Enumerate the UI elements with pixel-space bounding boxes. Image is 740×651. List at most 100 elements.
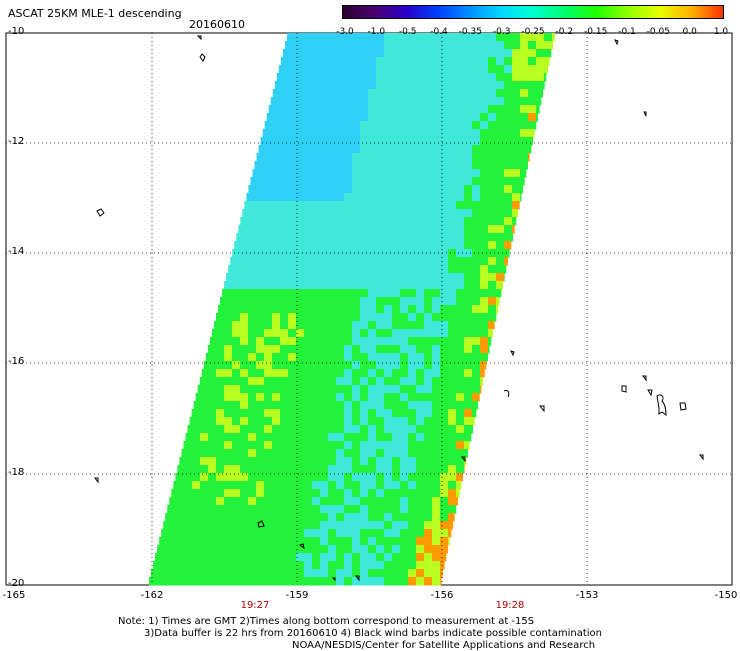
swath-cell — [336, 385, 345, 394]
swath-cell — [192, 577, 201, 586]
swath-cell — [280, 569, 289, 578]
swath-cell — [424, 169, 433, 178]
swath-cell — [408, 289, 417, 298]
swath-cell — [240, 401, 249, 410]
swath-cell — [408, 337, 417, 346]
swath-cell — [336, 145, 345, 154]
swath-cell — [432, 465, 441, 474]
swath-cell — [400, 281, 409, 290]
swath-cell — [416, 361, 425, 370]
swath-cell — [432, 473, 441, 482]
swath-cell — [464, 433, 472, 442]
swath-cell — [272, 305, 281, 314]
swath-cell — [288, 233, 297, 242]
swath-cell — [296, 497, 305, 506]
swath-cell — [296, 273, 305, 282]
swath-cell — [376, 193, 385, 202]
swath-cell — [272, 153, 281, 162]
swath-cell — [272, 433, 281, 442]
swath-cell — [376, 481, 385, 490]
swath-cell — [208, 537, 217, 546]
swath-cell — [280, 369, 289, 378]
swath-cell — [448, 361, 457, 370]
swath-cell — [400, 457, 409, 466]
swath-cell — [296, 441, 305, 450]
swath-cell — [272, 481, 281, 490]
swath-cell — [376, 401, 385, 410]
swath-cell — [296, 481, 305, 490]
swath-cell — [192, 465, 201, 474]
swath-cell — [304, 441, 313, 450]
swath-cell — [320, 121, 329, 130]
swath-cell — [264, 305, 273, 314]
colorbar-tick: -0.2 — [555, 27, 574, 37]
swath-cell — [368, 41, 377, 50]
swath-cell — [288, 529, 297, 538]
swath-cell — [440, 473, 449, 482]
swath-cell — [424, 433, 433, 442]
swath-cell — [528, 65, 537, 74]
swath-cell — [280, 433, 289, 442]
swath-cell — [456, 297, 465, 306]
swath-cell — [344, 97, 353, 106]
swath-cell — [304, 393, 313, 402]
swath-cell — [360, 425, 369, 434]
swath-cell — [368, 569, 377, 578]
swath-cell — [432, 545, 441, 554]
swath-cell — [392, 49, 401, 58]
swath-cell — [464, 369, 473, 378]
swath-cell — [400, 417, 409, 426]
swath-cell — [234, 241, 241, 250]
swath-cell — [312, 225, 321, 234]
swath-cell — [376, 433, 385, 442]
swath-cell — [416, 265, 425, 274]
swath-cell — [464, 241, 473, 250]
swath-cell — [296, 369, 305, 378]
swath-cell — [392, 105, 401, 114]
swath-cell — [456, 81, 465, 90]
swath-cell — [288, 305, 297, 314]
swath-cell — [248, 265, 257, 274]
swath-cell — [504, 97, 513, 106]
swath-cell — [400, 353, 409, 362]
swath-cell — [424, 89, 433, 98]
swath-cell — [328, 241, 337, 250]
swath-cell — [280, 457, 289, 466]
swath-cell — [432, 449, 441, 458]
swath-cell — [424, 385, 433, 394]
swath-cell — [424, 273, 433, 282]
swath-cell — [328, 177, 337, 186]
swath-cell — [464, 345, 473, 354]
swath-cell — [288, 369, 297, 378]
swath-cell — [296, 513, 305, 522]
swath-cell — [392, 321, 401, 330]
swath-cell — [256, 537, 265, 546]
swath-cell — [360, 281, 369, 290]
swath-cell — [408, 265, 417, 274]
swath-cell — [168, 553, 177, 562]
swath-cell — [424, 41, 433, 50]
island-outline — [257, 520, 265, 528]
swath-cell — [248, 201, 257, 210]
swath-cell — [304, 49, 313, 58]
swath-cell — [456, 33, 465, 42]
swath-cell — [352, 457, 361, 466]
swath-cell — [480, 281, 489, 290]
longitude-label: -162 — [140, 590, 164, 601]
swath-cell — [272, 137, 281, 146]
swath-cell — [280, 409, 289, 418]
swath-cell — [432, 529, 441, 538]
swath-cell — [157, 545, 161, 554]
swath-cell — [464, 465, 465, 474]
swath-cell — [416, 409, 425, 418]
swath-cell — [288, 417, 297, 426]
swath-cell — [216, 417, 225, 426]
swath-cell — [224, 569, 233, 578]
swath-cell — [368, 313, 377, 322]
swath-cell — [368, 433, 377, 442]
swath-cell — [248, 513, 257, 522]
swath-cell — [352, 449, 361, 458]
swath-cell — [496, 73, 505, 82]
swath-cell — [496, 193, 505, 202]
swath-cell — [416, 137, 425, 146]
